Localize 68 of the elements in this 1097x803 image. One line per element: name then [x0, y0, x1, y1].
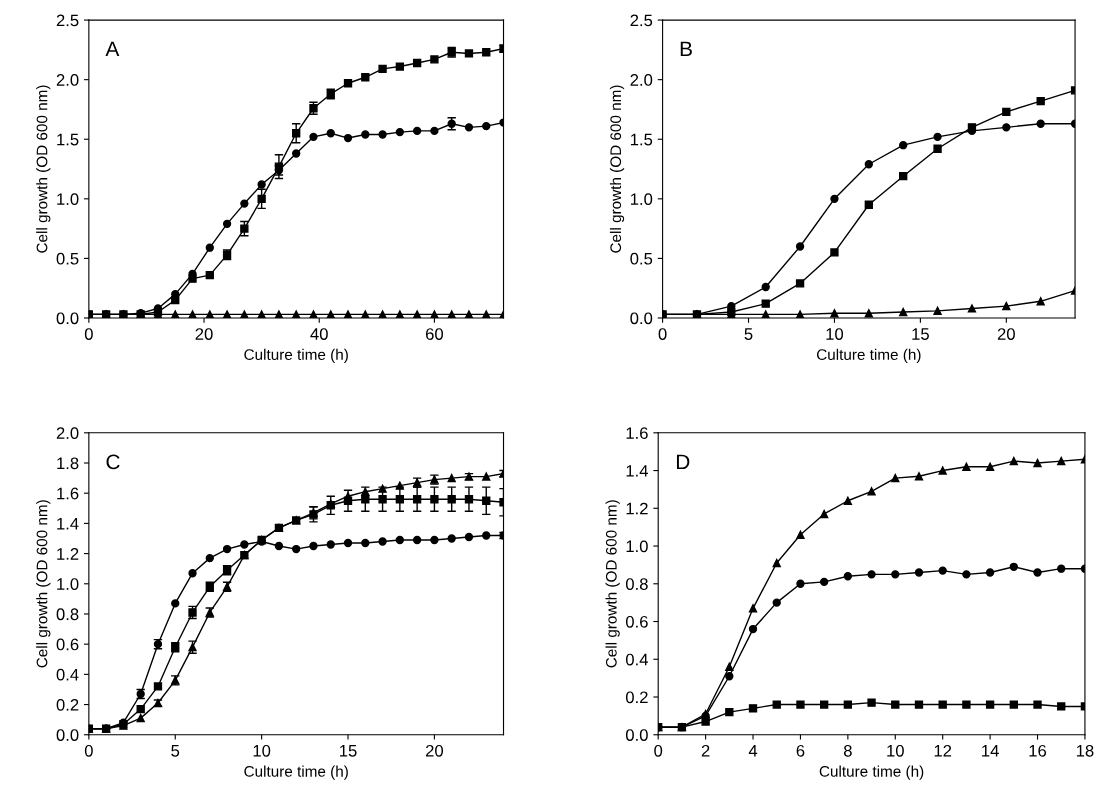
- y-tick-label: 1.5: [57, 133, 79, 146]
- y-tick-label: 0.8: [625, 578, 648, 590]
- y-tick-label: 0.0: [630, 312, 653, 325]
- y-tick-label: 0.8: [56, 608, 79, 621]
- x-tick-label: 40: [310, 328, 328, 340]
- y-tick-label: 1.0: [57, 578, 79, 590]
- y-tick-label: 1.4: [626, 465, 648, 477]
- y-tick-label: 0.0: [56, 729, 79, 741]
- x-tick-label: 10: [887, 744, 904, 757]
- y-tick-label: 0.6: [625, 615, 648, 628]
- x-tick-label: 20: [425, 744, 444, 757]
- x-tick-label: 4: [748, 745, 758, 757]
- x-tick-label: 15: [340, 745, 357, 757]
- annotation: D: [676, 454, 690, 470]
- x-tick-label: 20: [195, 328, 213, 340]
- y-tick-label: 2.0: [56, 74, 79, 86]
- y-tick-label: 1.0: [630, 193, 653, 206]
- y-tick-label: 0.0: [625, 729, 648, 741]
- y-tick-label: 0.4: [625, 653, 648, 666]
- y-tick-label: 2.5: [630, 14, 653, 27]
- y-axis-title: Cell growth (OD 600 nm): [609, 85, 625, 253]
- y-tick-label: 1.6: [626, 427, 648, 440]
- x-tick-label: 5: [744, 328, 753, 340]
- x-tick-label: 6: [796, 744, 805, 757]
- y-tick-label: 0.4: [56, 668, 79, 681]
- x-tick-label: 60: [425, 328, 444, 340]
- x-tick-label: 18: [1076, 744, 1094, 757]
- x-axis-title: Culture time (h): [819, 765, 924, 780]
- x-tick-label: 10: [253, 744, 271, 757]
- y-tick-label: 1.8: [57, 457, 79, 470]
- y-tick-label: 2.5: [56, 14, 79, 27]
- x-tick-label: 2: [701, 744, 710, 757]
- y-tick-label: 2.0: [630, 74, 653, 86]
- annotation: A: [105, 41, 120, 57]
- x-tick-label: 8: [843, 744, 852, 757]
- x-tick-label: 0: [654, 744, 663, 757]
- y-tick-label: 1.0: [626, 540, 648, 553]
- x-axis-title: Culture time (h): [816, 348, 921, 364]
- x-tick-label: 16: [1029, 744, 1047, 757]
- annotation: B: [680, 41, 692, 57]
- y-tick-label: 0.0: [56, 312, 79, 325]
- y-axis-title: Cell growth (OD 600 nm): [36, 85, 51, 253]
- x-tick-label: 12: [934, 744, 952, 757]
- x-tick-label: 0: [84, 328, 93, 340]
- y-tick-label: 1.2: [57, 547, 79, 560]
- y-tick-label: 1.5: [630, 133, 653, 146]
- y-tick-label: 0.5: [630, 252, 653, 265]
- y-tick-label: 2.0: [56, 427, 79, 440]
- y-tick-label: 1.0: [57, 193, 79, 206]
- annotation: C: [106, 454, 120, 470]
- x-tick-label: 15: [912, 328, 929, 340]
- y-tick-label: 0.6: [56, 638, 79, 651]
- x-tick-label: 14: [982, 745, 999, 757]
- x-tick-label: 0: [84, 744, 93, 757]
- y-tick-label: 0.2: [625, 691, 648, 704]
- x-tick-label: 20: [997, 328, 1015, 340]
- y-tick-label: 0.2: [56, 698, 79, 711]
- y-tick-label: 1.4: [57, 517, 79, 530]
- x-axis-title: Culture time (h): [244, 765, 348, 780]
- x-axis-title: Culture time (h): [244, 348, 348, 364]
- y-tick-label: 1.2: [626, 502, 648, 515]
- x-tick-label: 10: [826, 328, 844, 340]
- y-axis-title: Cell growth (OD 600 nm): [36, 500, 51, 668]
- x-tick-label: 0: [658, 328, 667, 340]
- x-tick-label: 5: [171, 745, 180, 757]
- y-axis-title: Cell growth (OD 600 nm): [605, 500, 620, 668]
- y-tick-label: 1.6: [57, 487, 79, 500]
- y-tick-label: 0.5: [56, 252, 79, 265]
